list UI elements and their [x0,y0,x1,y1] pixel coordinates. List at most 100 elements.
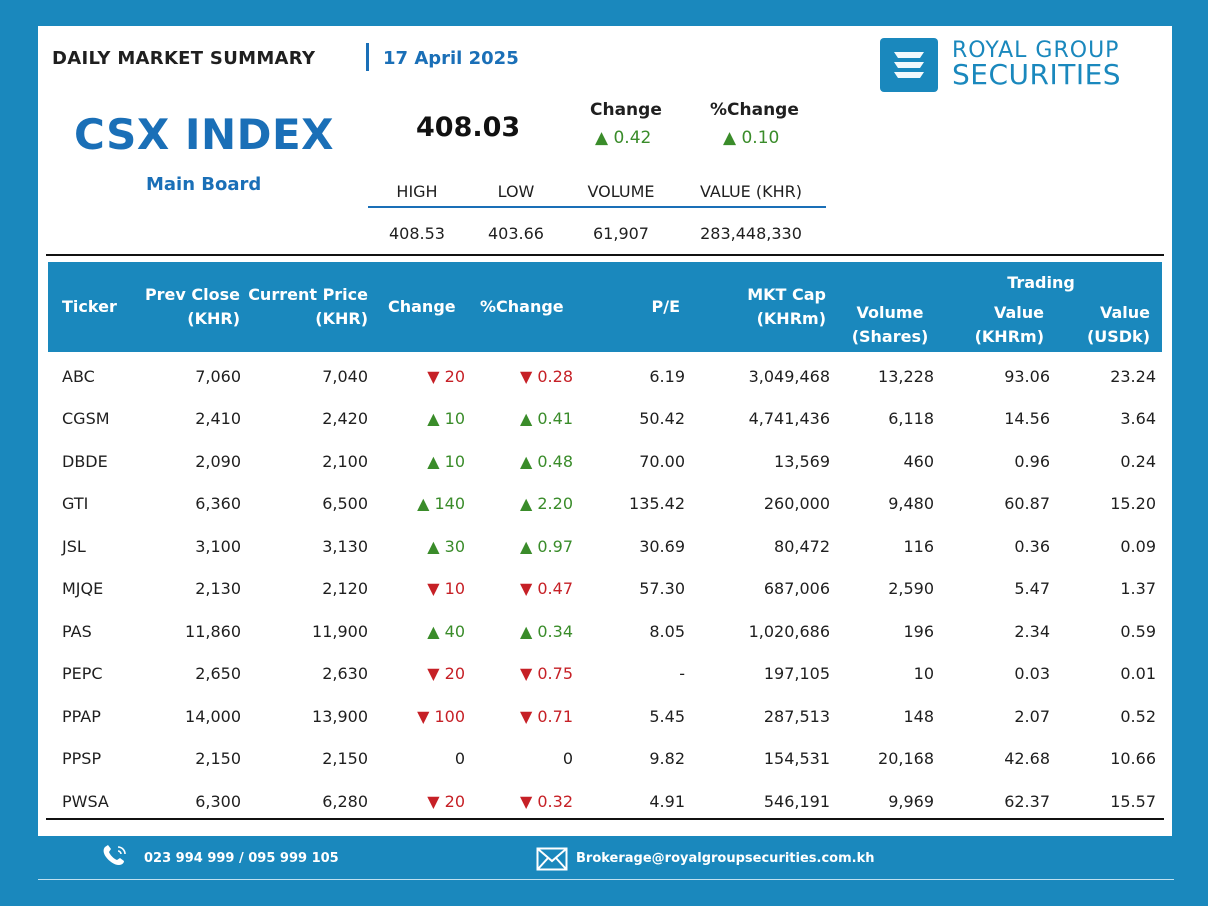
cell-ticker: PAS [62,621,92,641]
table-top-divider [46,254,1164,256]
header-pct-change: %Change [480,297,564,316]
table-row: PPAP 14,000 13,900 ▼ 100 ▼ 0.71 5.45 287,513 14… [48,695,1162,738]
cell-value-usd: 23.24 [1110,366,1156,386]
cell-value-khr: 2.34 [1014,621,1050,641]
footer-divider [38,879,1174,880]
cell-volume: 20,168 [878,749,934,769]
logo-text-line2: SECURITIES [952,58,1122,91]
cell-volume: 9,969 [888,791,934,811]
cell-volume: 460 [903,451,934,471]
pct-change-label: %Change [710,100,799,120]
header-ticker: Ticker [62,297,117,316]
cell-pct-change: 0 [562,749,573,769]
cell-current-price: 6,500 [322,494,368,514]
cell-prev-close: 14,000 [185,706,241,726]
table-bottom-divider [46,818,1164,820]
cell-value-usd: 0.09 [1120,536,1156,556]
index-title: CSX INDEX [74,110,335,159]
cell-pct-change: ▼ 0.47 [519,579,573,599]
cell-mkt-cap: 3,049,468 [748,366,830,386]
header-mkt-cap: MKT Cap [747,285,826,304]
cell-volume: 2,590 [888,579,934,599]
stat-value-high: 408.53 [389,224,445,243]
cell-pe: 8.05 [649,621,685,641]
cell-pe: 6.19 [649,366,685,386]
cell-volume: 6,118 [888,409,934,429]
cell-value-usd: 15.57 [1110,791,1156,811]
cell-prev-close: 3,100 [195,536,241,556]
table-row: PEPC 2,650 2,630 ▼ 20 ▼ 0.75 - 197,105 10 0.03 0.… [48,653,1162,696]
cell-change: 0 [454,749,465,769]
cell-change: ▲ 10 [427,451,465,471]
cell-current-price: 3,130 [322,536,368,556]
header-prev-close-unit: (KHR) [187,309,240,328]
cell-volume: 196 [903,621,934,641]
cell-value-khr: 14.56 [1004,409,1050,429]
cell-volume: 13,228 [878,366,934,386]
royal-group-logo-mark [880,38,938,92]
cell-pe: 50.42 [639,409,685,429]
stat-value-volume: 61,907 [593,224,649,243]
cell-value-khr: 0.96 [1014,451,1050,471]
index-stats-headers: HIGH LOW VOLUME VALUE (KHR) [368,182,826,201]
cell-value-khr: 2.07 [1014,706,1050,726]
cell-prev-close: 11,860 [185,621,241,641]
stat-header-low: LOW [497,182,535,201]
cell-prev-close: 6,360 [195,494,241,514]
cell-current-price: 2,120 [322,579,368,599]
header-value-khr-unit: (KHRm) [974,327,1044,346]
cell-prev-close: 7,060 [195,366,241,386]
index-change-value: ▲ 0.42 [595,128,652,148]
cell-change: ▲ 10 [427,409,465,429]
cell-current-price: 2,100 [322,451,368,471]
stat-header-value: VALUE (KHR) [699,182,802,201]
board-name: Main Board [146,174,262,195]
cell-current-price: 2,630 [322,664,368,684]
cell-mkt-cap: 80,472 [774,536,830,556]
cell-pct-change: ▲ 0.34 [519,621,573,641]
cell-prev-close: 2,650 [195,664,241,684]
header-current-price: Current Price [248,285,368,304]
logo-text-line1: ROYAL GROUP [952,38,1120,63]
cell-change: ▼ 100 [417,706,465,726]
cell-current-price: 13,900 [312,706,368,726]
cell-prev-close: 2,410 [195,409,241,429]
header-volume-unit: (Shares) [851,327,929,346]
header-pe: P/E [651,297,681,316]
cell-spacer [1156,355,1162,398]
index-value: 408.03 [416,112,521,143]
cell-pe: - [679,664,685,684]
cell-value-usd: 15.20 [1110,494,1156,514]
cell-spacer [1156,653,1162,696]
cell-volume: 10 [913,664,934,684]
date-divider [366,43,369,71]
header-prev-close: Prev Close [144,285,240,304]
cell-mkt-cap: 4,741,436 [748,409,830,429]
cell-pe: 9.82 [649,749,685,769]
cell-current-price: 2,150 [322,749,368,769]
cell-current-price: 11,900 [312,621,368,641]
footer-email[interactable]: Brokerage@royalgroupsecurities.com.kh [576,851,875,866]
cell-pct-change: ▲ 0.41 [519,409,573,429]
cell-pe: 135.42 [629,494,685,514]
cell-value-khr: 0.36 [1014,536,1050,556]
cell-change: ▼ 20 [427,366,465,386]
cell-mkt-cap: 287,513 [763,706,830,726]
summary-title: DAILY MARKET SUMMARY [52,48,316,69]
cell-change: ▼ 20 [427,664,465,684]
cell-pct-change: ▲ 2.20 [519,494,573,514]
table-row: JSL 3,100 3,130 ▲ 30 ▲ 0.97 30.69 80,472 116 0.3… [48,525,1162,568]
table-header: Ticker Prev Close (KHR) Current Price (K… [48,262,1162,352]
cell-ticker: PEPC [62,664,103,684]
header-current-price-unit: (KHR) [315,309,368,328]
company-logo: ROYAL GROUP SECURITIES [880,38,1150,94]
cell-value-khr: 60.87 [1004,494,1050,514]
cell-value-khr: 93.06 [1004,366,1050,386]
report-date: 17 April 2025 [383,48,519,69]
cell-pct-change: ▲ 0.97 [519,536,573,556]
table-row: PPSP 2,150 2,150 0 0 9.82 154,531 20,168 42.68 10… [48,738,1162,781]
cell-mkt-cap: 260,000 [763,494,830,514]
stat-value-low: 403.66 [488,224,544,243]
cell-pe: 4.91 [649,791,685,811]
header-trading: Trading [1007,273,1075,292]
